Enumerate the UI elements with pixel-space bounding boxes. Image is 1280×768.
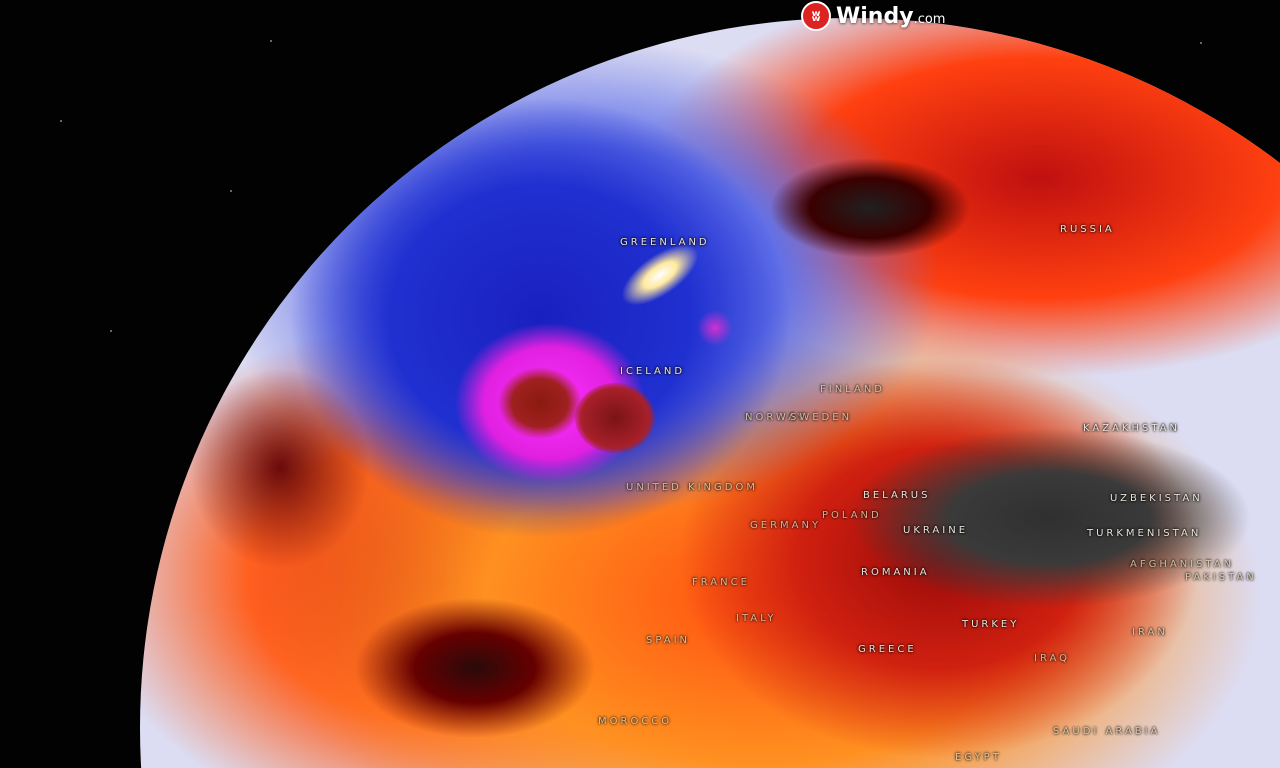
label-romania: ROMANIA bbox=[861, 567, 930, 578]
label-united-kingdom: UNITED KINGDOM bbox=[626, 482, 758, 493]
label-turkey: TURKEY bbox=[962, 619, 1020, 630]
star bbox=[230, 190, 232, 192]
label-iran: IRAN bbox=[1132, 627, 1168, 638]
windy-logo-icon: ʬ bbox=[801, 1, 831, 31]
brand-name: Windy bbox=[836, 3, 914, 29]
label-greenland: GREENLAND bbox=[620, 237, 710, 248]
label-finland: FINLAND bbox=[820, 384, 886, 395]
label-spain: SPAIN bbox=[646, 635, 691, 646]
label-germany: GERMANY bbox=[750, 520, 822, 531]
label-greece: GREECE bbox=[858, 644, 917, 655]
label-morocco: MOROCCO bbox=[598, 716, 673, 727]
label-russia: RUSSIA bbox=[1060, 224, 1115, 235]
label-afghanistan: AFGHANISTAN bbox=[1130, 559, 1235, 570]
star bbox=[110, 330, 112, 332]
label-ukraine: UKRAINE bbox=[903, 525, 969, 536]
brand-suffix: .com bbox=[913, 11, 946, 27]
star bbox=[1200, 42, 1202, 44]
label-sweden: SWEDEN bbox=[790, 412, 853, 423]
label-egypt: EGYPT bbox=[955, 752, 1002, 763]
label-uzbekistan: UZBEKISTAN bbox=[1110, 493, 1203, 504]
star bbox=[60, 120, 62, 122]
label-france: FRANCE bbox=[692, 577, 750, 588]
label-pakistan: PAKISTAN bbox=[1185, 572, 1257, 583]
windy-logo[interactable]: ʬ Windy.com bbox=[801, 1, 945, 31]
globe-temperature-map[interactable] bbox=[140, 18, 1280, 768]
label-italy: ITALY bbox=[736, 613, 777, 624]
label-iceland: ICELAND bbox=[620, 366, 686, 377]
label-kazakhstan: KAZAKHSTAN bbox=[1083, 423, 1180, 434]
label-iraq: IRAQ bbox=[1034, 653, 1071, 664]
cyclone-core bbox=[575, 383, 655, 453]
windy-logo-text: Windy.com bbox=[836, 4, 945, 29]
label-poland: POLAND bbox=[822, 510, 882, 521]
label-belarus: BELARUS bbox=[863, 490, 931, 501]
label-norway: NORWAY bbox=[745, 412, 807, 423]
label-saudi-arabia: SAUDI ARABIA bbox=[1053, 726, 1161, 737]
label-turkmenistan: TURKMENISTAN bbox=[1087, 528, 1202, 539]
star bbox=[270, 40, 272, 42]
